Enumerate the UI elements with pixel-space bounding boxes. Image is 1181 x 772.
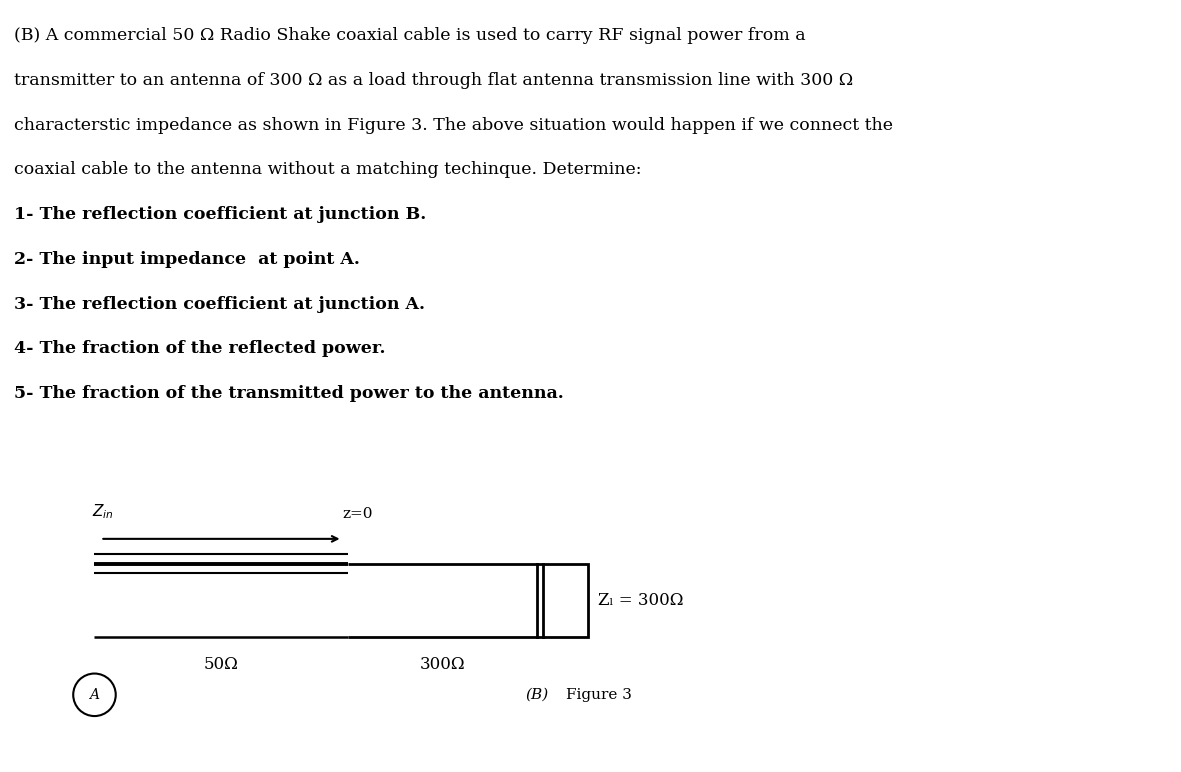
Text: coaxial cable to the antenna without a matching techinque. Determine:: coaxial cable to the antenna without a m… [14, 161, 641, 178]
Text: 50Ω: 50Ω [204, 656, 239, 673]
Text: Zₗ = 300Ω: Zₗ = 300Ω [598, 591, 683, 609]
Text: Figure 3: Figure 3 [566, 688, 632, 702]
Text: characterstic impedance as shown in Figure 3. The above situation would happen i: characterstic impedance as shown in Figu… [14, 117, 893, 134]
Text: A: A [90, 688, 99, 702]
Text: transmitter to an antenna of 300 Ω as a load through flat antenna transmission l: transmitter to an antenna of 300 Ω as a … [14, 72, 854, 89]
Text: $Z_{in}$: $Z_{in}$ [92, 503, 113, 521]
Bar [543, 564, 588, 637]
Text: (B): (B) [526, 688, 549, 702]
Text: 4- The fraction of the reflected power.: 4- The fraction of the reflected power. [14, 340, 386, 357]
Text: 300Ω: 300Ω [420, 656, 465, 673]
Text: 3- The reflection coefficient at junction A.: 3- The reflection coefficient at junctio… [14, 296, 425, 313]
Text: 2- The input impedance  at point A.: 2- The input impedance at point A. [14, 251, 360, 268]
Text: 1- The reflection coefficient at junction B.: 1- The reflection coefficient at junctio… [14, 206, 426, 223]
Text: 5- The fraction of the transmitted power to the antenna.: 5- The fraction of the transmitted power… [14, 385, 563, 402]
Text: z=0: z=0 [342, 507, 373, 521]
Text: (B) A commercial 50 Ω Radio Shake coaxial cable is used to carry RF signal power: (B) A commercial 50 Ω Radio Shake coaxia… [14, 27, 805, 44]
